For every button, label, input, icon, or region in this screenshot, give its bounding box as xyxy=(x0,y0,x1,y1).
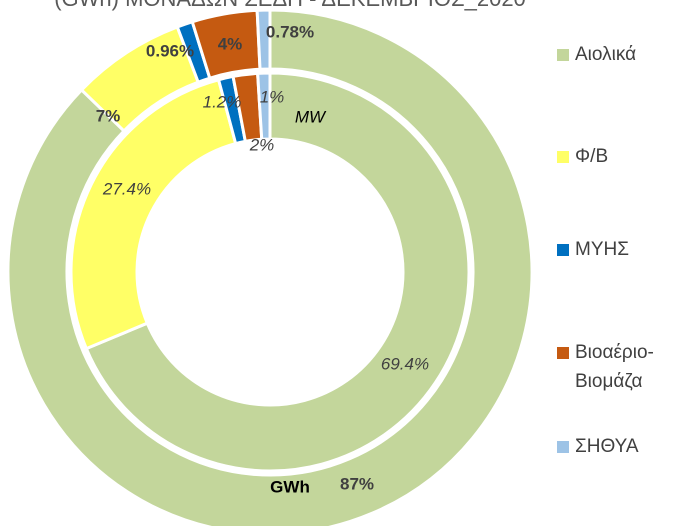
slice xyxy=(6,8,534,526)
data-label: 87% xyxy=(340,474,374,493)
legend-label: Φ/Β xyxy=(575,146,608,167)
data-label: 1% xyxy=(260,87,285,106)
data-label: 0.78% xyxy=(266,22,314,41)
legend-label: Βιοαέριο-Βιομάζα xyxy=(575,342,654,392)
series-name: MW xyxy=(295,107,327,126)
legend-label: Αιολικά xyxy=(575,44,636,65)
slice xyxy=(84,71,471,473)
legend-swatch xyxy=(557,347,569,359)
slice xyxy=(69,77,238,351)
slice xyxy=(255,8,272,71)
series-name: GWh xyxy=(270,477,310,496)
legend-swatch xyxy=(557,49,569,61)
slice xyxy=(256,71,272,141)
data-label: 27.4% xyxy=(102,179,151,198)
data-label: 1.2% xyxy=(203,92,242,111)
legend-swatch xyxy=(557,244,569,256)
data-label: 4% xyxy=(218,34,243,53)
legend-label: ΣΗΘΥΑ xyxy=(575,436,639,457)
legend-swatch xyxy=(557,441,569,453)
chart-title: (GWh) ΜΟΝΑΔΩΝ ΣΕΔΗ - ΔΕΚΕΜΒΡΙΟΣ_2020 xyxy=(54,0,526,11)
legend-label: ΜΥΗΣ xyxy=(575,239,629,260)
data-label: 7% xyxy=(96,106,121,125)
data-label: 69.4% xyxy=(381,354,429,373)
data-label: 2% xyxy=(249,135,275,154)
data-label: 0.96% xyxy=(146,41,194,60)
legend-swatch xyxy=(557,151,569,163)
